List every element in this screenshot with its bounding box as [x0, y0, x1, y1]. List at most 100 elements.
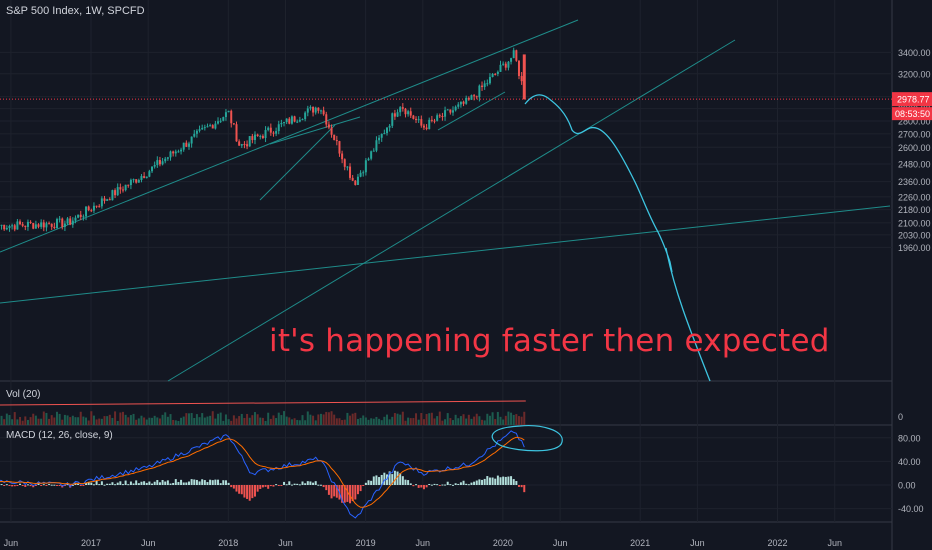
macd-histogram-bar: [417, 485, 420, 488]
macd-histogram-bar: [106, 483, 109, 485]
chart-title: S&P 500 Index, 1W, SPCFD: [6, 5, 145, 17]
price-tick-label: 2700.00: [898, 129, 931, 139]
volume-bar: [499, 416, 502, 425]
macd-histogram-bar: [467, 484, 470, 486]
candle-body: [124, 184, 127, 191]
macd-histogram-bar: [16, 485, 19, 486]
macd-histogram-bar: [135, 480, 138, 485]
volume-bar: [420, 413, 423, 425]
candle-body: [143, 176, 146, 178]
macd-histogram-bar: [240, 485, 243, 495]
macd-histogram-bar: [393, 470, 396, 485]
macd-histogram-bar: [444, 484, 447, 486]
macd-histogram-bar: [100, 481, 103, 485]
candle-body: [459, 101, 462, 105]
volume-bar: [206, 416, 209, 425]
volume-bar: [388, 419, 391, 425]
price-tick-label: 1960.00: [898, 243, 931, 253]
macd-histogram-bar: [174, 479, 177, 485]
volume-bar: [230, 420, 233, 425]
macd-histogram-bar: [304, 483, 307, 485]
macd-histogram-bar: [378, 477, 381, 485]
candle-body: [129, 179, 132, 186]
macd-histogram-bar: [483, 478, 486, 485]
macd-histogram-bar: [203, 480, 206, 485]
macd-histogram-bar: [37, 483, 40, 485]
macd-histogram-bar: [214, 479, 217, 485]
candle-body: [185, 142, 188, 147]
volume-bar: [380, 420, 383, 425]
candle-body: [473, 95, 476, 97]
candle-body: [201, 127, 204, 130]
candle-body: [481, 85, 484, 88]
candle-body: [475, 96, 478, 98]
candle-body: [63, 223, 66, 227]
macd-histogram-bar: [290, 484, 293, 486]
macd-histogram-bar: [319, 484, 322, 486]
candle-body: [370, 151, 373, 159]
candle-body: [182, 142, 185, 150]
candle-body: [195, 130, 198, 134]
candle-body: [34, 224, 37, 229]
macd-histogram-bar: [253, 485, 256, 497]
volume-bar: [103, 416, 106, 425]
candle-body: [29, 221, 32, 224]
volume-bar: [457, 418, 460, 425]
volume-bar: [383, 416, 386, 425]
macd-histogram-bar: [92, 484, 95, 486]
candle-body: [272, 132, 275, 134]
macd-histogram-bar: [433, 483, 436, 485]
volume-bar: [425, 413, 428, 425]
volume-bar: [158, 418, 161, 425]
volume-bar: [174, 420, 177, 425]
macd-histogram-bar: [356, 485, 359, 495]
macd-histogram-bar: [143, 481, 146, 485]
macd-histogram-bar: [211, 480, 214, 485]
volume-bar: [108, 414, 111, 425]
macd-histogram-bar: [66, 484, 69, 486]
candle-body: [74, 217, 77, 221]
macd-histogram-bar: [362, 485, 365, 486]
candle-body: [193, 133, 196, 137]
macd-line: [0, 430, 525, 519]
candle-body: [148, 171, 151, 177]
annotation-text: it's happening faster then expected: [269, 323, 830, 359]
volume-bar: [58, 413, 61, 425]
volume-bar: [401, 411, 404, 425]
candle-body: [259, 135, 262, 137]
candle-body: [166, 157, 169, 159]
volume-bar: [407, 417, 410, 425]
macd-histogram-bar: [119, 481, 122, 485]
candle-body: [251, 136, 254, 141]
candle-body: [512, 50, 515, 59]
macd-histogram-bar: [116, 482, 119, 485]
macd-histogram-bar: [224, 480, 227, 485]
macd-histogram-bar: [82, 485, 85, 486]
candle-body: [243, 144, 246, 146]
macd-histogram-bar: [504, 476, 507, 485]
macd-histogram-bar: [121, 484, 124, 486]
macd-histogram-bar: [206, 482, 209, 485]
volume-bar: [193, 417, 196, 425]
macd-histogram-bar: [230, 485, 233, 488]
volume-bar: [481, 419, 484, 425]
macd-histogram-bar: [473, 481, 476, 485]
macd-histogram-bar: [457, 483, 460, 485]
volume-bar: [248, 417, 251, 425]
volume-bar: [259, 417, 262, 425]
volume-bar: [153, 415, 156, 425]
macd-histogram-bar: [288, 481, 291, 485]
macd-histogram-bar: [140, 481, 143, 485]
volume-bar: [478, 416, 481, 425]
candle-body: [491, 73, 494, 77]
last-price-badge: [892, 92, 932, 107]
volume-bar: [488, 415, 491, 425]
macd-histogram-bar: [58, 485, 61, 486]
volume-bar: [306, 411, 309, 425]
volume-bar: [304, 420, 307, 425]
candle-body: [502, 63, 505, 65]
price-tick-label: 2360.00: [898, 177, 931, 187]
macd-histogram-bar: [151, 483, 154, 485]
volume-bar: [264, 420, 267, 425]
